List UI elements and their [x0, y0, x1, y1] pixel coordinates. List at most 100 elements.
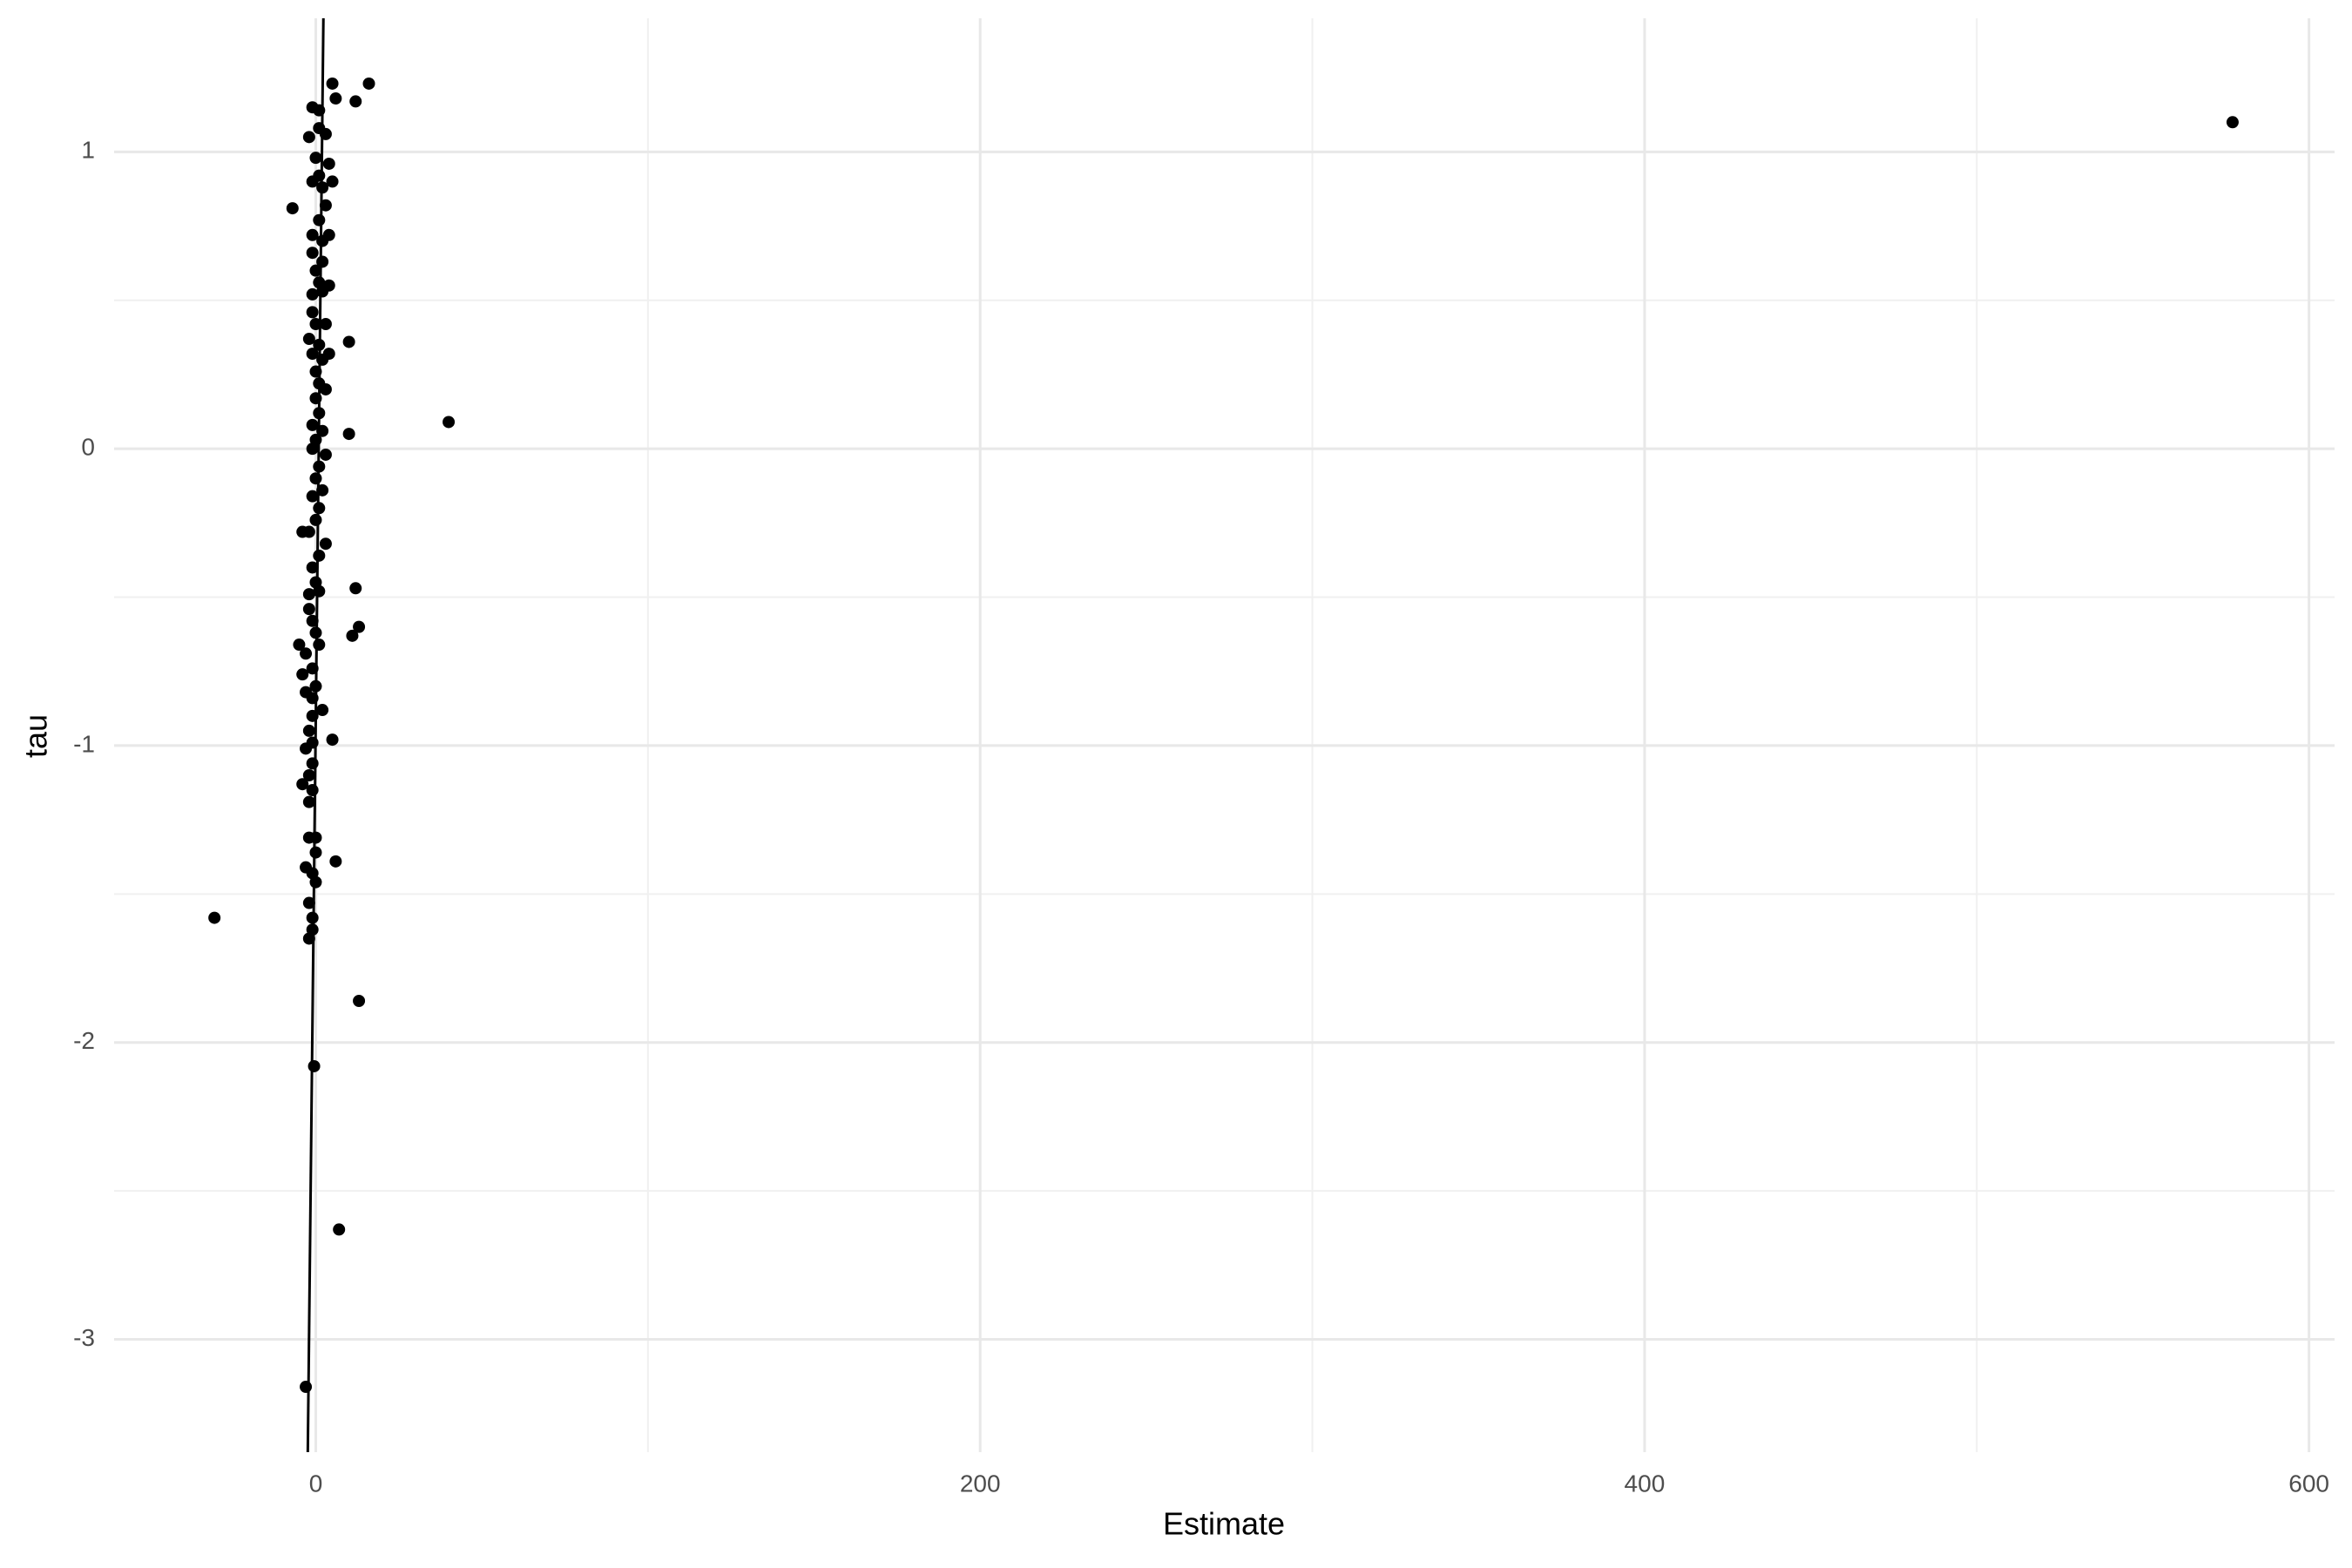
point — [306, 306, 319, 319]
point — [316, 483, 329, 497]
point — [319, 199, 332, 212]
point — [313, 502, 326, 515]
point — [309, 875, 322, 889]
point — [316, 285, 329, 298]
point — [353, 995, 366, 1008]
point — [326, 733, 339, 747]
y-tick-label: 1 — [81, 137, 95, 164]
point — [309, 152, 322, 165]
point — [300, 647, 313, 660]
point — [309, 513, 322, 526]
y-axis-title: tau — [18, 714, 54, 758]
point — [333, 1223, 346, 1236]
point — [306, 228, 319, 241]
point — [306, 614, 319, 627]
point — [306, 490, 319, 503]
x-tick-label: 400 — [1625, 1470, 1666, 1497]
point — [296, 778, 309, 791]
y-tick-label: 0 — [81, 434, 95, 461]
point — [306, 443, 319, 456]
point — [329, 92, 342, 105]
point — [300, 1381, 313, 1394]
point — [306, 348, 319, 361]
point — [342, 428, 355, 441]
point — [296, 525, 309, 538]
point — [316, 234, 329, 247]
point — [302, 896, 315, 909]
point — [302, 795, 315, 808]
point — [300, 742, 313, 755]
point — [293, 639, 306, 652]
point — [319, 382, 332, 395]
point — [309, 318, 322, 331]
point — [309, 472, 322, 485]
point — [316, 424, 329, 437]
point — [302, 603, 315, 616]
point — [313, 104, 326, 117]
point — [443, 416, 456, 429]
point — [362, 77, 375, 90]
point — [306, 561, 319, 574]
point — [309, 365, 322, 378]
point — [349, 95, 362, 108]
y-tick-label: -1 — [73, 730, 95, 757]
point — [309, 679, 322, 693]
point — [306, 247, 319, 260]
point — [309, 626, 322, 639]
point — [302, 333, 315, 346]
x-axis-title: Estimate — [1163, 1506, 1285, 1542]
point — [302, 131, 315, 144]
point — [313, 460, 326, 473]
point — [308, 1059, 321, 1072]
point — [286, 202, 299, 215]
point — [329, 855, 342, 868]
point — [342, 335, 355, 348]
point — [326, 77, 339, 90]
point — [313, 169, 326, 182]
point — [353, 620, 366, 633]
point — [306, 757, 319, 770]
point — [302, 724, 315, 737]
point — [306, 418, 319, 431]
point — [306, 784, 319, 797]
point — [306, 709, 319, 722]
point — [313, 338, 326, 351]
point — [313, 213, 326, 226]
point — [322, 157, 335, 170]
point — [313, 585, 326, 598]
y-tick-label: -3 — [73, 1324, 95, 1351]
point — [306, 692, 319, 705]
point — [319, 537, 332, 551]
point — [306, 662, 319, 675]
point — [309, 392, 322, 405]
x-tick-label: 200 — [960, 1470, 1001, 1497]
point — [319, 448, 332, 461]
point — [349, 582, 362, 595]
x-tick-label: 600 — [2288, 1470, 2329, 1497]
point — [309, 264, 322, 277]
point — [309, 846, 322, 859]
point — [326, 175, 339, 188]
point — [302, 932, 315, 945]
point — [302, 769, 315, 782]
point — [306, 287, 319, 301]
point — [306, 911, 319, 924]
point — [313, 407, 326, 420]
point — [316, 704, 329, 717]
point — [313, 549, 326, 562]
point — [316, 255, 329, 268]
point — [319, 318, 332, 331]
point — [346, 629, 359, 642]
point — [313, 122, 326, 135]
point — [302, 588, 315, 601]
point — [208, 911, 221, 924]
point — [2226, 116, 2239, 129]
point — [309, 831, 322, 844]
point — [296, 668, 309, 681]
y-tick-label: -2 — [73, 1027, 95, 1054]
point — [316, 353, 329, 366]
point — [313, 639, 326, 652]
x-tick-label: 0 — [309, 1470, 323, 1497]
